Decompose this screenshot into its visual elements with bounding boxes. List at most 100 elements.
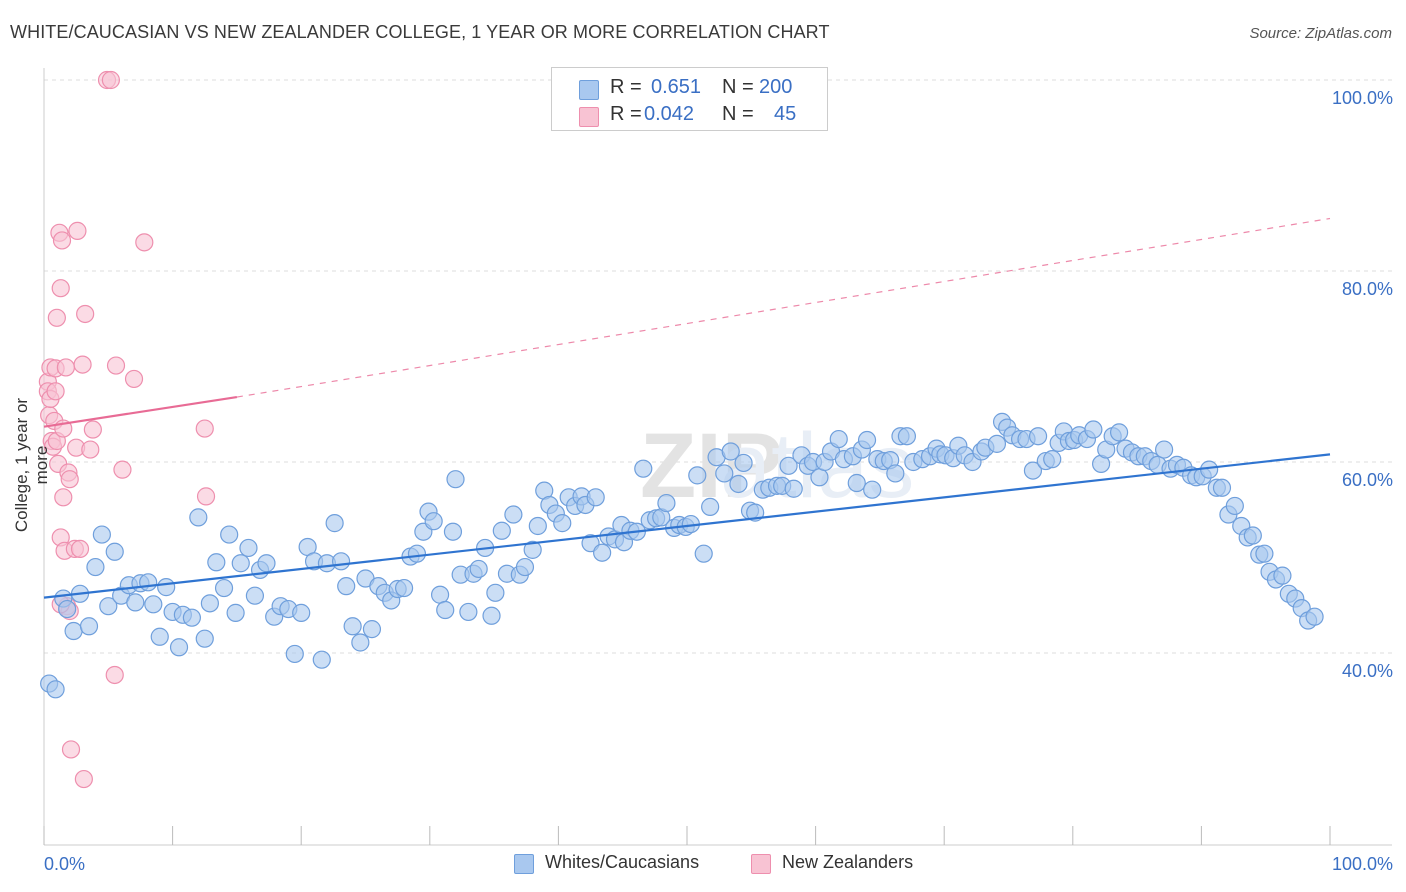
white-caucasian-point bbox=[443, 522, 463, 541]
white-caucasian-point bbox=[987, 434, 1007, 453]
bottom-legend-label: Whites/Caucasians bbox=[545, 852, 700, 872]
white-caucasian-point bbox=[1155, 440, 1174, 459]
legend-swatch-blue bbox=[579, 80, 599, 100]
legend-r-value: 0.651 bbox=[651, 76, 702, 98]
white-caucasian-point bbox=[1273, 566, 1292, 585]
new-zealander-point bbox=[81, 440, 100, 459]
white-caucasian-point bbox=[515, 557, 535, 577]
x-tick-label: 100.0% bbox=[1332, 854, 1393, 874]
y-axis-label: College, 1 year or more bbox=[12, 397, 51, 533]
white-caucasian-point bbox=[351, 633, 370, 652]
white-caucasian-point bbox=[231, 554, 250, 573]
white-caucasian-point bbox=[886, 464, 905, 483]
new-zealander-point bbox=[195, 419, 214, 438]
white-caucasian-point bbox=[657, 493, 676, 513]
white-caucasian-point bbox=[126, 593, 145, 612]
y-tick-label: 40.0% bbox=[1342, 661, 1393, 681]
white-caucasian-point bbox=[46, 680, 65, 699]
new-zealander-point bbox=[73, 355, 92, 374]
white-caucasian-point bbox=[64, 621, 83, 641]
white-caucasian-point bbox=[362, 620, 382, 639]
tick-labels: 40.0% 60.0% 80.0% 100.0% 0.0% 100.0% bbox=[44, 88, 1393, 874]
white-caucasian-point bbox=[150, 627, 169, 646]
new-zealander-point bbox=[60, 470, 79, 489]
legend-n-label: N = bbox=[722, 103, 754, 125]
white-caucasian-point bbox=[857, 430, 877, 450]
white-caucasian-point bbox=[482, 606, 501, 625]
white-caucasian-point bbox=[79, 617, 99, 636]
white-caucasian-point bbox=[239, 538, 258, 558]
new-zealander-point bbox=[113, 460, 132, 479]
white-caucasian-point bbox=[586, 488, 605, 507]
white-caucasian-point bbox=[829, 429, 848, 449]
white-caucasian-point bbox=[407, 544, 427, 563]
white-caucasian-point bbox=[1255, 544, 1274, 563]
white-caucasian-point bbox=[257, 554, 276, 573]
new-zealander-point bbox=[83, 420, 102, 439]
white-caucasian-point bbox=[1243, 526, 1262, 545]
white-caucasian-point bbox=[1023, 461, 1043, 480]
white-caucasian-point bbox=[337, 577, 356, 596]
white-caucasian-point bbox=[424, 512, 443, 531]
trend-lines bbox=[43, 217, 1331, 599]
chart-title: WHITE/CAUCASIAN VS NEW ZEALANDER COLLEGE… bbox=[10, 22, 830, 42]
white-caucasian-point bbox=[200, 594, 219, 613]
legend-row-whites: R = 0.651 N = 200 bbox=[552, 76, 827, 100]
legend-r-label: R = bbox=[610, 103, 642, 125]
white-caucasian-point bbox=[523, 540, 542, 559]
new-zealander-point bbox=[124, 369, 144, 389]
white-caucasian-point bbox=[1212, 478, 1232, 497]
white-caucasian-point bbox=[214, 578, 234, 598]
white-caucasian-point bbox=[593, 543, 612, 562]
white-caucasian-point bbox=[897, 427, 917, 446]
white-caucasian-point bbox=[1109, 423, 1129, 442]
new-zealander-point bbox=[56, 358, 75, 377]
white-caucasian-point bbox=[394, 578, 414, 598]
legend-n-label: N = bbox=[722, 76, 754, 98]
white-caucasian-point bbox=[331, 552, 351, 571]
white-caucasian-point bbox=[688, 466, 707, 485]
y-tick-label: 80.0% bbox=[1342, 279, 1393, 299]
axes bbox=[43, 68, 1392, 846]
white-caucasian-point bbox=[207, 553, 226, 572]
x-tick-label: 0.0% bbox=[44, 854, 85, 874]
white-caucasian-point bbox=[1084, 420, 1103, 439]
white-caucasian-point bbox=[492, 521, 511, 540]
white-caucasian-point bbox=[195, 629, 214, 648]
white-caucasian-point bbox=[312, 650, 331, 669]
source-note: Source: ZipAtlas.com bbox=[1249, 25, 1392, 42]
white-caucasian-point bbox=[694, 544, 713, 563]
y-tick-label: 60.0% bbox=[1342, 470, 1393, 490]
white-caucasian-point bbox=[729, 474, 748, 494]
white-caucasian-point bbox=[1043, 450, 1062, 469]
bottom-legend-swatch-pink bbox=[751, 854, 771, 874]
white-caucasian-point bbox=[99, 597, 118, 616]
white-caucasian-point bbox=[144, 595, 163, 614]
white-caucasian-point bbox=[715, 464, 734, 483]
white-caucasian-point bbox=[157, 578, 176, 597]
white-caucasian-point bbox=[86, 557, 105, 577]
white-caucasian-point bbox=[220, 525, 239, 544]
white-caucasian-point bbox=[810, 468, 829, 487]
new-zealanders-trend-line bbox=[43, 395, 238, 428]
white-caucasian-point bbox=[1305, 607, 1324, 626]
white-caucasian-point bbox=[446, 470, 465, 489]
white-caucasian-point bbox=[105, 542, 124, 561]
new-zealander-point bbox=[106, 356, 126, 375]
white-caucasian-point bbox=[528, 516, 547, 536]
legend-swatch-pink bbox=[579, 107, 599, 127]
white-caucasian-point bbox=[701, 497, 720, 516]
white-caucasian-point bbox=[634, 459, 653, 478]
new-zealander-point bbox=[76, 304, 95, 324]
y-tick-label: 100.0% bbox=[1332, 88, 1393, 108]
legend-n-value: 45 bbox=[774, 103, 797, 125]
new-zealander-point bbox=[70, 539, 90, 559]
legend-r-label: R = bbox=[610, 76, 642, 98]
new-zealander-point bbox=[51, 279, 70, 298]
white-caucasian-point bbox=[1028, 427, 1048, 446]
white-caucasian-point bbox=[182, 608, 201, 627]
white-caucasian-point bbox=[169, 638, 189, 657]
new-zealanders-points bbox=[38, 70, 216, 789]
white-caucasian-point bbox=[863, 480, 882, 499]
